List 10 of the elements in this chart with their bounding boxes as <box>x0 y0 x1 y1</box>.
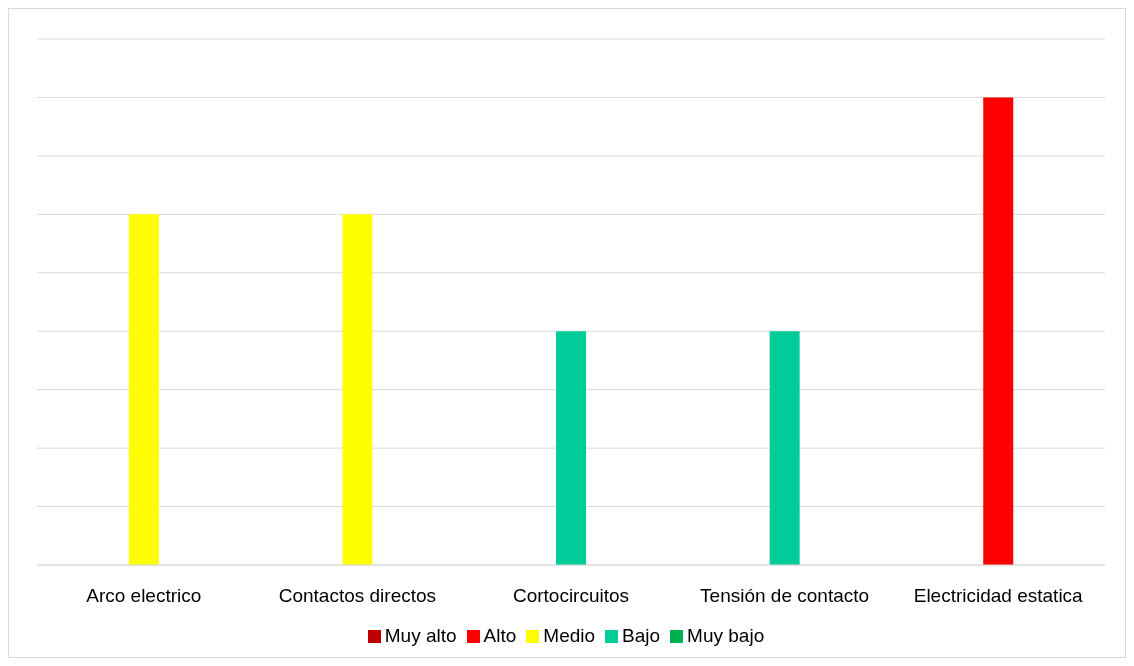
x-tick-label: Tensión de contacto <box>700 585 870 607</box>
legend-label: Alto <box>483 625 517 646</box>
legend-label: Muy bajo <box>687 625 765 646</box>
legend-label: Medio <box>543 625 596 646</box>
x-tick-label: Cortocircuitos <box>512 585 630 607</box>
legend-label: Bajo <box>622 625 661 646</box>
x-tick-label: Arco electrico <box>86 585 202 607</box>
x-tick-label: Contactos directos <box>278 585 437 607</box>
legend-label: Muy alto <box>384 625 457 646</box>
x-tick-label: Electricidad estatica <box>913 585 1084 607</box>
